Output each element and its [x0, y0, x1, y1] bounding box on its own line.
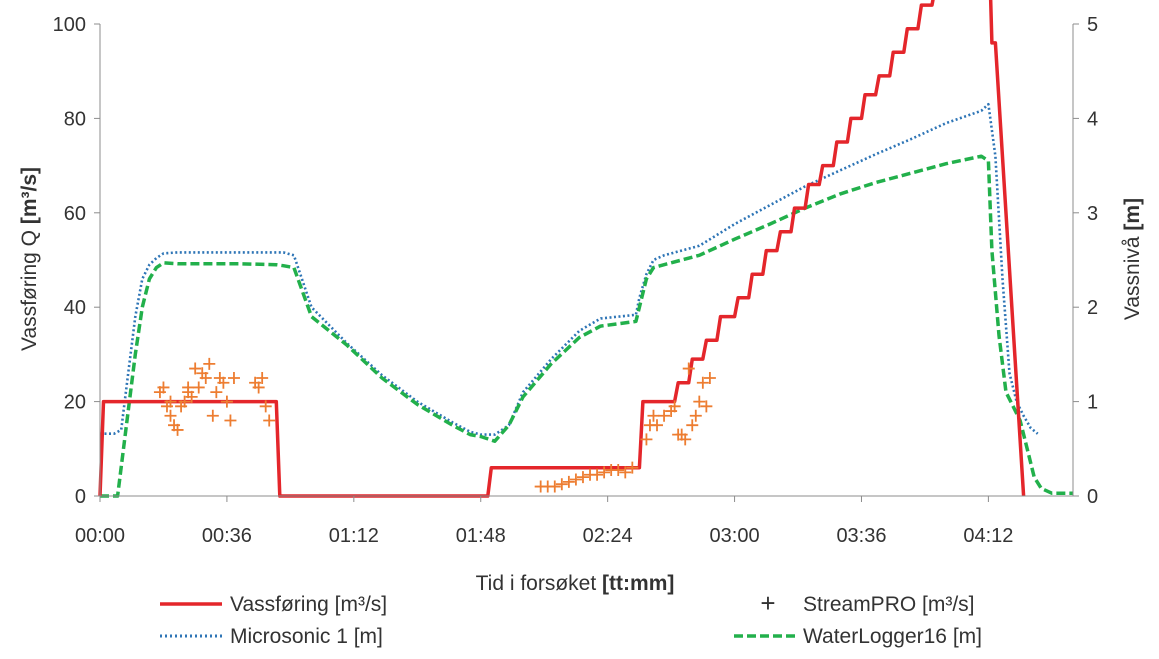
legend-label-streampro: StreamPRO [m³/s] [803, 593, 975, 616]
data-point-streampro [562, 475, 575, 488]
y-tick-label-left: 20 [64, 392, 86, 414]
data-point-streampro [157, 381, 170, 394]
data-point-streampro [689, 409, 702, 422]
data-point-streampro [224, 414, 237, 427]
x-tick-label: 00:36 [202, 525, 252, 547]
data-point-streampro [696, 376, 709, 389]
legend-swatch-streampro: + [760, 588, 775, 618]
data-point-streampro [189, 362, 202, 375]
y-tick-label-left: 80 [64, 108, 86, 130]
data-point-streampro [178, 395, 191, 408]
data-point-streampro [164, 395, 177, 408]
y-tick-label-left: 60 [64, 203, 86, 225]
plot-area [98, 0, 1073, 498]
data-point-streampro [700, 400, 713, 413]
data-point-streampro [171, 423, 184, 436]
y-tick-label-right: 0 [1087, 486, 1098, 508]
y-tick-label-right: 1 [1087, 392, 1098, 414]
x-tick-label: 01:48 [456, 525, 506, 547]
data-point-streampro [703, 372, 716, 384]
y-axis-title-left: Vassføring Q [m³/s] [18, 167, 41, 351]
data-point-streampro [217, 376, 230, 389]
data-point-streampro [263, 414, 276, 427]
x-tick-label: 03:36 [836, 525, 886, 547]
data-point-streampro [626, 461, 639, 474]
y-tick-label-right: 3 [1087, 203, 1098, 225]
data-point-streampro [227, 372, 240, 384]
data-point-streampro [252, 381, 265, 394]
data-point-streampro [199, 372, 212, 384]
data-point-streampro [185, 390, 198, 403]
data-point-streampro [686, 419, 699, 432]
legend-label-waterlogger: WaterLogger16 [m] [803, 625, 982, 648]
data-point-streampro [256, 372, 269, 384]
legend-label-microsonic: Microsonic 1 [m] [230, 625, 383, 648]
data-point-streampro [192, 381, 205, 394]
series-line-waterlogger16 [100, 154, 1073, 498]
data-point-streampro [651, 419, 664, 432]
data-point-streampro [569, 473, 582, 486]
x-tick-label: 02:24 [583, 525, 633, 547]
series-streampro-m-s [153, 357, 716, 493]
data-point-streampro [647, 409, 660, 422]
data-point-streampro [682, 362, 695, 375]
x-axis-title: Tid i forsøket [tt:mm] [476, 572, 675, 595]
data-point-streampro [679, 433, 692, 446]
data-point-streampro [259, 400, 272, 413]
data-point-streampro [591, 468, 604, 481]
legend: Vassføring [m³/s] + StreamPRO [m³/s] Mic… [160, 588, 982, 648]
y-tick-label-left: 0 [75, 486, 86, 508]
data-point-streampro [598, 466, 611, 479]
data-point-streampro [555, 478, 568, 491]
data-point-streampro [210, 386, 223, 399]
x-tick-label: 04:12 [963, 525, 1013, 547]
data-point-streampro [693, 395, 706, 408]
data-point-streampro [612, 464, 625, 477]
data-point-streampro [164, 409, 177, 422]
x-tick-label: 00:00 [75, 525, 125, 547]
y-tick-label-right: 5 [1087, 14, 1098, 36]
series-line-microsonic-1 [100, 102, 1039, 436]
data-point-streampro [619, 466, 632, 479]
y-axis-title-right: Vassnivå [m] [1121, 198, 1144, 320]
data-point-streampro [668, 400, 681, 413]
axes: 0 20 40 60 80 100 0 1 2 3 4 5 00:00 00:36 01:12 01:48 02… [53, 14, 1099, 547]
y-tick-label-right: 4 [1087, 108, 1098, 130]
data-point-streampro [658, 409, 671, 422]
y-tick-label-left: 100 [53, 14, 86, 36]
y-tick-label-right: 2 [1087, 297, 1098, 319]
x-tick-label: 03:00 [710, 525, 760, 547]
series-line-vassf-ring-m-s [98, 0, 1026, 498]
data-point-streampro [576, 471, 589, 484]
data-point-streampro [203, 357, 216, 370]
x-tick-label: 01:12 [329, 525, 379, 547]
y-tick-label-left: 40 [64, 297, 86, 319]
data-point-streampro [548, 480, 561, 493]
data-point-streampro [220, 395, 233, 408]
legend-label-vassforing: Vassføring [m³/s] [230, 593, 387, 616]
data-point-streampro [640, 433, 653, 446]
data-point-streampro [206, 409, 219, 422]
